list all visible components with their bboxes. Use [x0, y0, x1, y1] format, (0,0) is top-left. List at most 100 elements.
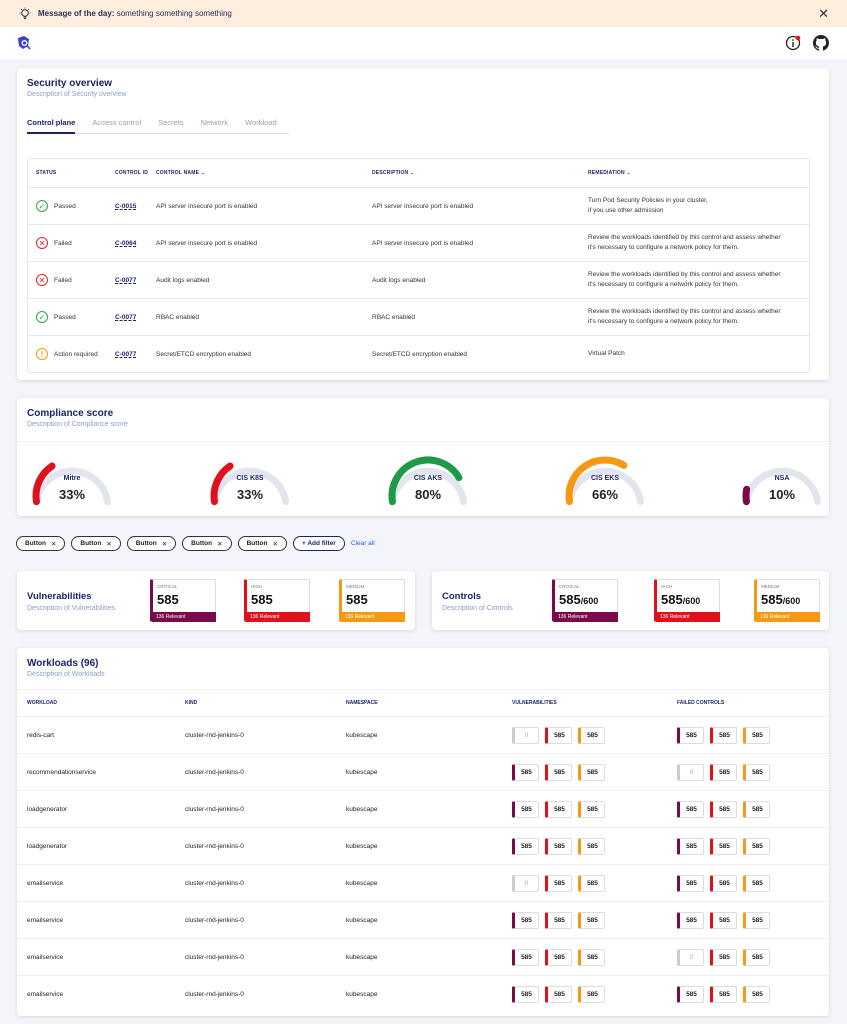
severity-badge[interactable]: 585	[512, 800, 539, 818]
severity-badge[interactable]: 585	[710, 837, 737, 855]
filter-chip[interactable]: Button ✕	[182, 536, 232, 551]
severity-badge[interactable]: 585	[545, 985, 572, 1003]
severity-badge[interactable]: 585	[677, 837, 704, 855]
add-filter-button[interactable]: + Add filter	[292, 536, 345, 551]
filter-chip[interactable]: Button ✕	[16, 536, 66, 551]
col-control-name[interactable]: CONTROL NAME ⌄	[156, 170, 372, 176]
severity-badge[interactable]: 585	[710, 726, 737, 744]
severity-box[interactable]: CRITICAL 585/600 136 Relevant	[552, 579, 618, 622]
table-row[interactable]: emailservice cluster-rnd-jenkins-0 kubesca…	[17, 938, 829, 975]
control-id-link[interactable]: C-0077	[115, 350, 137, 358]
severity-badge[interactable]: 585	[545, 911, 572, 929]
info-icon[interactable]	[785, 35, 801, 51]
remove-icon[interactable]: ✕	[217, 540, 223, 548]
table-row[interactable]: ✕ Failed C-0077 Audit logs enabled Audit log…	[28, 261, 809, 298]
severity-badge[interactable]: 585	[578, 911, 605, 929]
severity-badge[interactable]: 585	[512, 985, 539, 1003]
severity-badge[interactable]: 585	[578, 948, 605, 966]
control-id-link[interactable]: C-0077	[115, 313, 137, 321]
severity-badge[interactable]: 585	[578, 726, 605, 744]
severity-badge[interactable]: 585	[710, 948, 737, 966]
tab-secrets[interactable]: Secrets	[158, 118, 184, 127]
tab-access-control[interactable]: Access control	[92, 118, 142, 127]
table-row[interactable]: emailservice cluster-rnd-jenkins-0 kubesca…	[17, 901, 829, 938]
col-description[interactable]: DESCRIPTION ⌄	[372, 170, 588, 176]
severity-badge[interactable]: 0	[677, 948, 704, 966]
severity-badge[interactable]: 585	[710, 985, 737, 1003]
clear-all-link[interactable]: Clear all	[350, 540, 375, 547]
table-row[interactable]: recommendationservice cluster-rnd-jenkins…	[17, 753, 829, 790]
workloads-table-header: WORKLOAD KIND NAMESPACE VULNERABILITIES …	[17, 689, 829, 716]
close-icon[interactable]: ✕	[818, 6, 829, 21]
remove-icon[interactable]: ✕	[161, 540, 168, 548]
severity-badge[interactable]: 585	[743, 948, 770, 966]
kubescape-logo[interactable]	[16, 35, 32, 51]
severity-badge[interactable]: 585	[578, 800, 605, 818]
control-id-link[interactable]: C-0077	[115, 276, 137, 284]
control-id-link[interactable]: C-0015	[115, 202, 137, 210]
control-id-link[interactable]: C-0064	[115, 239, 137, 247]
severity-badge[interactable]: 585	[512, 911, 539, 929]
severity-badge[interactable]: 585	[578, 763, 605, 781]
filter-chip[interactable]: Button ✕	[126, 536, 177, 551]
severity-box[interactable]: MEDIUM 585/600 136 Relevant	[754, 579, 820, 622]
table-row[interactable]: ✓ Passed C-0077 RBAC enabled RBAC enabled Rev…	[28, 298, 809, 335]
filter-chip[interactable]: Button ✕	[237, 536, 287, 551]
tab-control-plane[interactable]: Control plane	[27, 118, 76, 134]
severity-badge[interactable]: 585	[743, 726, 770, 744]
severity-badge[interactable]: 585	[545, 763, 572, 781]
severity-badge[interactable]: 585	[710, 874, 737, 892]
remove-icon[interactable]: ✕	[272, 540, 278, 548]
col-namespace: NAMESPACE	[346, 700, 378, 706]
table-row[interactable]: loadgenerator cluster-rnd-jenkins-0 kubesc…	[17, 827, 829, 864]
severity-badge[interactable]: 585	[677, 726, 704, 744]
severity-badge[interactable]: 585	[677, 985, 704, 1003]
severity-badge[interactable]: 585	[677, 874, 704, 892]
severity-badge[interactable]: 585	[578, 874, 605, 892]
severity-badge[interactable]: 585	[512, 837, 539, 855]
severity-badge[interactable]: 585	[512, 763, 539, 781]
remove-icon[interactable]: ✕	[106, 540, 112, 548]
tab-network[interactable]: Network	[200, 118, 229, 127]
github-icon[interactable]	[813, 35, 829, 51]
severity-badge[interactable]: 0	[512, 726, 539, 744]
severity-badge[interactable]: 585	[545, 874, 572, 892]
severity-badge[interactable]: 585	[512, 948, 539, 966]
table-row[interactable]: ✓ Passed C-0015 API server insecure port is…	[28, 187, 809, 224]
gauge-track	[32, 467, 112, 506]
severity-badge[interactable]: 585	[743, 874, 770, 892]
severity-badge[interactable]: 585	[677, 800, 704, 818]
severity-badge[interactable]: 585	[743, 911, 770, 929]
severity-badge[interactable]: 585	[545, 948, 572, 966]
table-row[interactable]: redis-cart cluster-rnd-jenkins-0 kubescape…	[17, 716, 829, 753]
table-row[interactable]: ✕ Failed C-0064 API server insecure port is…	[28, 224, 809, 261]
severity-box[interactable]: HIGH 585/600 136 Relevant	[654, 579, 720, 622]
severity-box[interactable]: HIGH 585 136 Relevant	[244, 579, 310, 622]
table-row[interactable]: emailservice cluster-rnd-jenkins-0 kubesca…	[17, 864, 829, 901]
severity-badge[interactable]: 585	[545, 837, 572, 855]
severity-badge[interactable]: 585	[743, 800, 770, 818]
severity-box[interactable]: MEDIUM 585 136 Relevant	[339, 579, 405, 622]
table-row[interactable]: emailservice cluster-rnd-jenkins-0 kubesca…	[17, 975, 829, 1012]
vulnerability-badges: 585 585 585	[512, 800, 677, 818]
severity-badge[interactable]: 585	[743, 763, 770, 781]
severity-badge[interactable]: 0	[512, 874, 539, 892]
severity-badge[interactable]: 585	[710, 911, 737, 929]
table-row[interactable]: ! Action required C-0077 Secret/ETCD encryp…	[28, 335, 809, 372]
table-row[interactable]: loadgenerator cluster-rnd-jenkins-0 kubesc…	[17, 790, 829, 827]
severity-badge[interactable]: 0	[677, 763, 704, 781]
severity-badge[interactable]: 585	[743, 837, 770, 855]
severity-badge[interactable]: 585	[545, 800, 572, 818]
severity-badge[interactable]: 585	[578, 837, 605, 855]
severity-badge[interactable]: 585	[710, 800, 737, 818]
remove-icon[interactable]: ✕	[50, 540, 57, 548]
severity-box[interactable]: CRITICAL 585 136 Relevant	[150, 579, 216, 622]
severity-badge[interactable]: 585	[578, 985, 605, 1003]
severity-badge[interactable]: 585	[710, 763, 737, 781]
severity-badge[interactable]: 585	[677, 911, 704, 929]
severity-badge[interactable]: 585	[545, 726, 572, 744]
tab-workload[interactable]: Workload	[245, 118, 277, 127]
filter-chip[interactable]: Button ✕	[71, 536, 121, 551]
col-remediation[interactable]: REMEDIATION ⌄	[588, 168, 809, 178]
severity-badge[interactable]: 585	[743, 985, 770, 1003]
